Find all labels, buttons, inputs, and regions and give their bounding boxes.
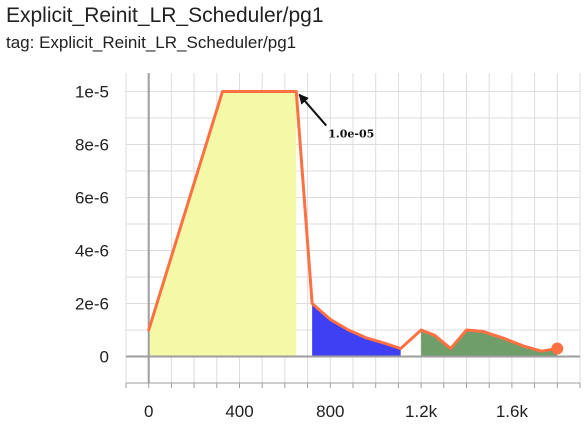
y-tick-label: 4e-6 <box>75 242 109 261</box>
x-tick-label: 800 <box>316 402 344 421</box>
shaded-region-2 <box>312 303 401 357</box>
y-tick-label: 8e-6 <box>75 136 109 155</box>
chart-subtitle: tag: Explicit_Reinit_LR_Scheduler/pg1 <box>6 33 297 52</box>
x-tick-label: 1.2k <box>405 402 438 421</box>
x-tick-label: 0 <box>144 402 153 421</box>
annotation-label: 1.0e-05 <box>328 128 374 141</box>
y-tick-label: 6e-6 <box>75 189 109 208</box>
annotation-arrow <box>298 93 328 127</box>
series-end-point[interactable] <box>551 342 564 355</box>
y-tick-label: 2e-6 <box>75 295 109 314</box>
x-tick-label: 400 <box>225 402 253 421</box>
chart-title: Explicit_Reinit_LR_Scheduler/pg1 <box>6 4 324 27</box>
series-line <box>147 90 559 353</box>
shaded-region-3 <box>421 330 558 357</box>
x-tick-label: 1.6k <box>496 402 529 421</box>
y-tick-label: 0 <box>100 348 109 367</box>
shaded-region-1 <box>148 91 297 357</box>
y-tick-label: 1e-5 <box>75 83 109 102</box>
